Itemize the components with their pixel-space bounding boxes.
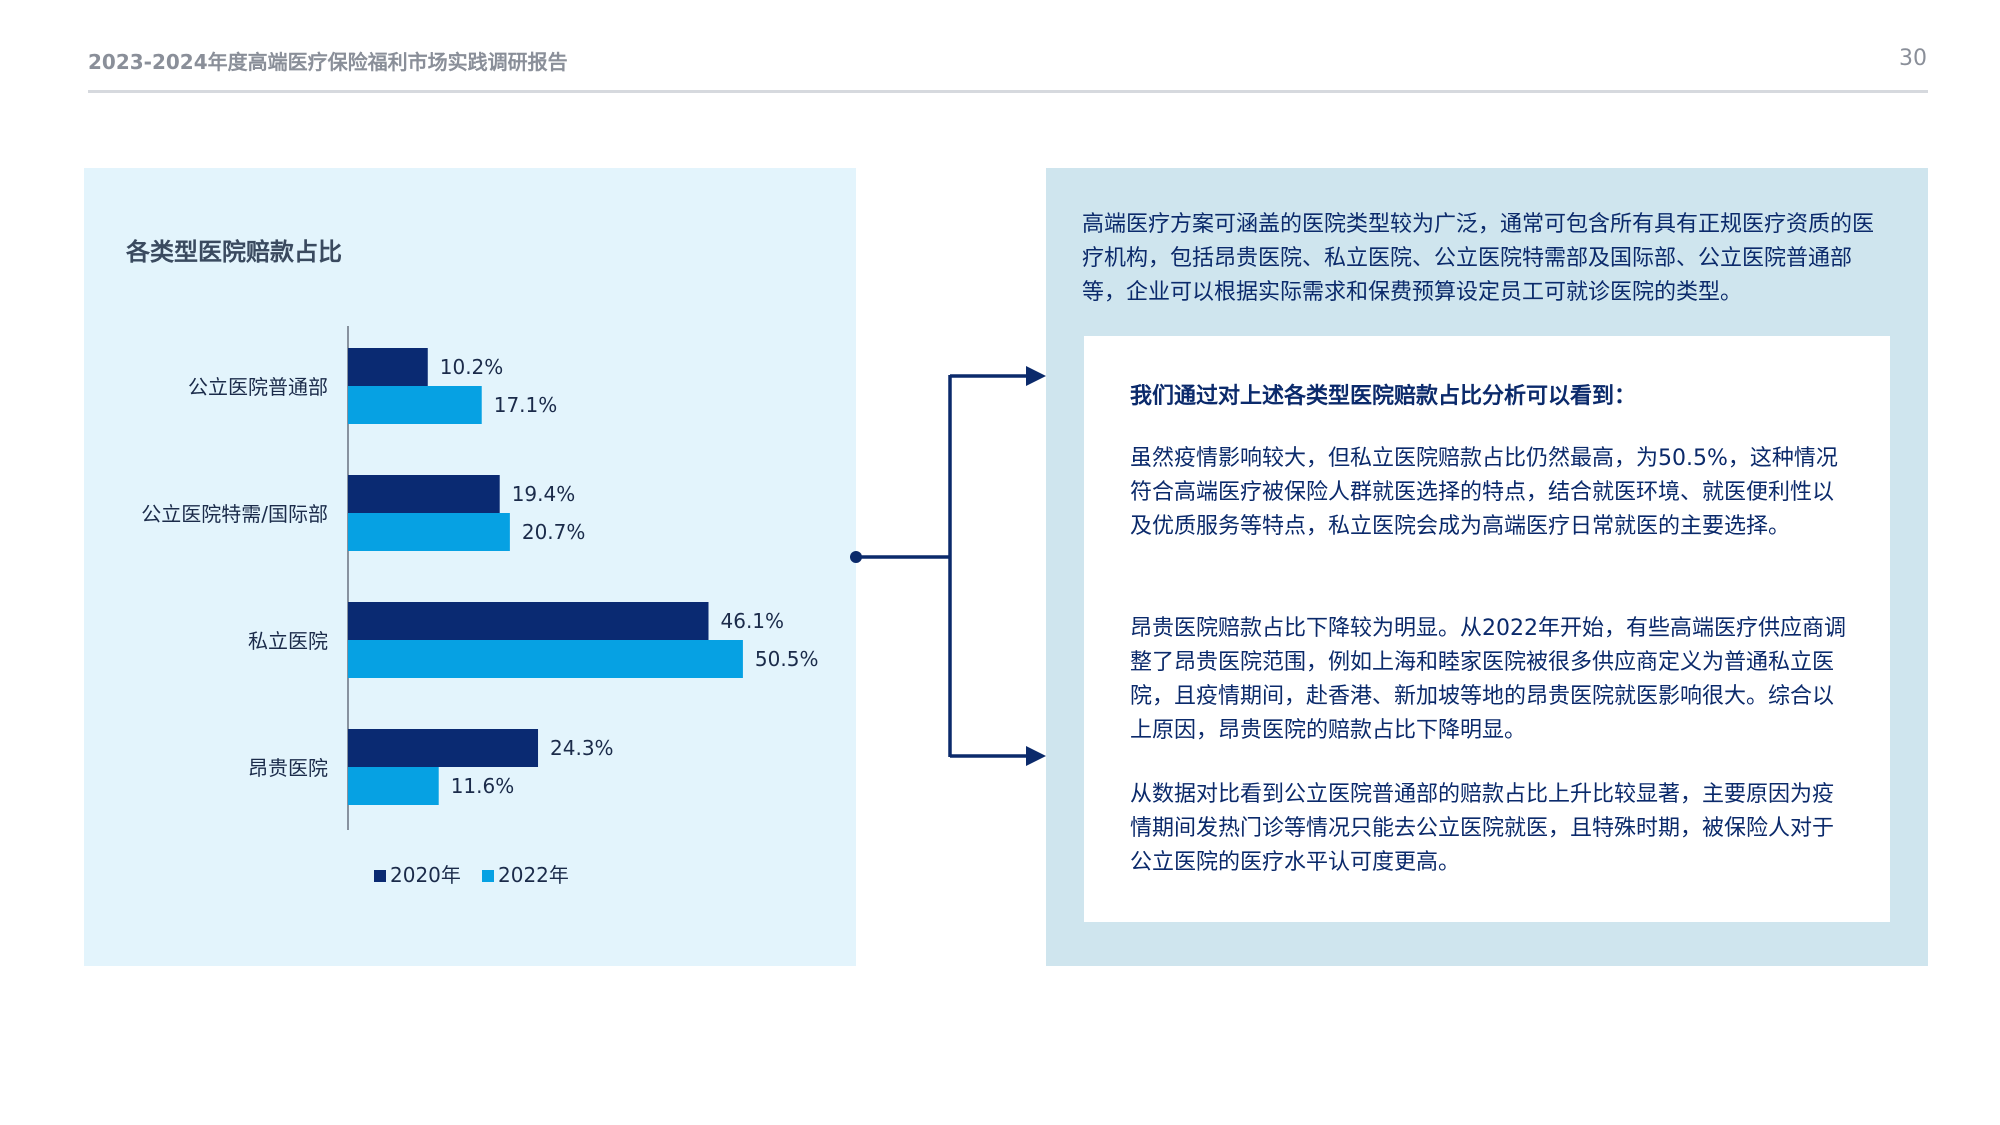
finding-paragraph: 昂贵医院赔款占比下降较为明显。从2022年开始，有些高端医疗供应商调整了昂贵医院… [1130,616,1846,743]
bar-2020 [348,475,500,513]
legend-swatch [482,870,494,882]
data-label: 11.6% [451,774,515,798]
bar-2020 [348,602,709,640]
data-label: 46.1% [721,609,785,633]
bar-2020 [348,348,428,386]
data-label: 19.4% [512,482,576,506]
legend-label: 2022年 [498,863,569,887]
data-label: 50.5% [755,647,819,671]
data-label: 17.1% [494,393,558,417]
category-label: 昂贵医院 [248,756,328,780]
data-label: 10.2% [440,355,504,379]
legend-swatch [374,870,386,882]
chart-panel [84,168,856,966]
data-label: 20.7% [522,520,586,544]
findings-heading: 我们通过对上述各类型医院赔款占比分析可以看到： [1130,384,1637,409]
bar-2022 [348,386,482,424]
bar-2022 [348,767,439,805]
page-number: 30 [1899,46,1927,71]
category-label: 公立医院特需/国际部 [141,502,328,526]
bar-2022 [348,513,510,551]
header-divider [88,90,1928,93]
legend-label: 2020年 [390,863,461,887]
report-title: 2023-2024年度高端医疗保险福利市场实践调研报告 [88,50,568,74]
bar-2020 [348,729,539,767]
summary-intro: 高端医疗方案可涵盖的医院类型较为广泛，通常可包含所有具有正规医疗资质的医疗机构，… [1082,212,1875,305]
bar-2022 [348,640,743,678]
data-label: 24.3% [550,736,614,760]
finding-paragraph: 从数据对比看到公立医院普通部的赔款占比上升比较显著，主要原因为疫情期间发热门诊等… [1130,782,1835,875]
chart-title: 各类型医院赔款占比 [126,238,342,266]
category-label: 私立医院 [248,629,328,653]
category-label: 公立医院普通部 [188,375,328,399]
findings-box [1084,336,1890,922]
finding-paragraph: 虽然疫情影响较大，但私立医院赔款占比仍然最高，为50.5%，这种情况符合高端医疗… [1130,446,1838,539]
